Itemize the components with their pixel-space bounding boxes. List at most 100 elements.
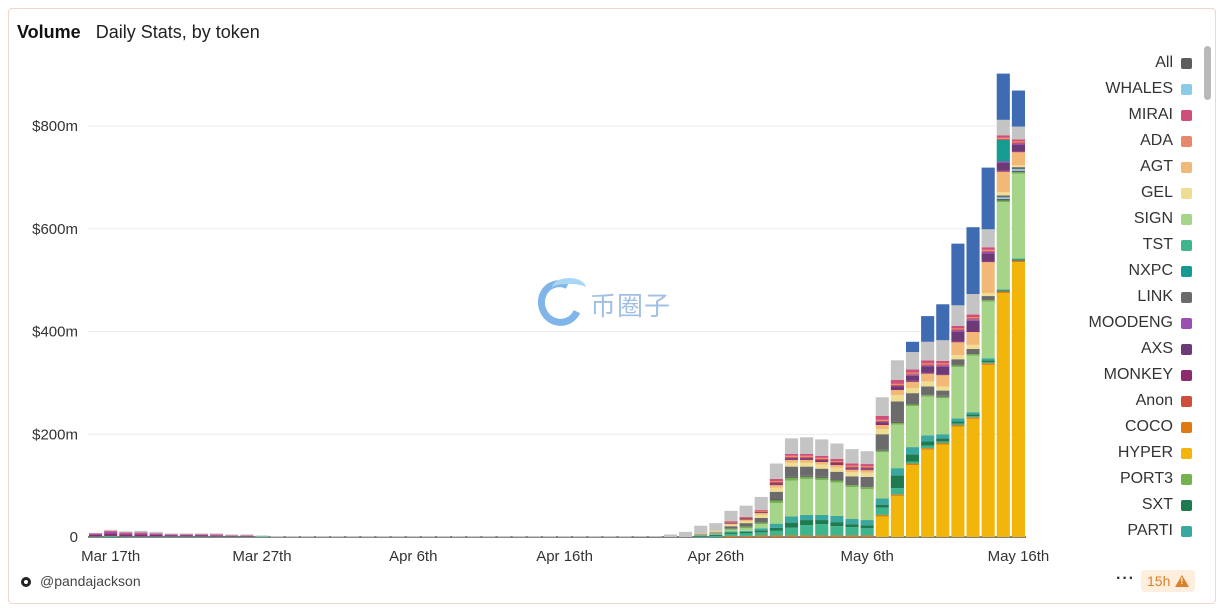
legend-label: MOODENG: [1088, 314, 1173, 331]
bar-segment-all: [996, 198, 1010, 201]
legend-scrollbar[interactable]: [1204, 46, 1211, 100]
bar-segment-link: [800, 466, 814, 476]
bar-segment-sign: [709, 533, 723, 535]
legend-item[interactable]: Anon: [1080, 388, 1192, 414]
bar-segment-other2: [1011, 90, 1025, 127]
bar-segment-ada: [951, 328, 965, 330]
bar-segment-ada: [800, 455, 814, 457]
chart-legend: All WHALES MIRAI ADA AGT GEL SIGN TST NXPC LINK MO…: [1080, 50, 1192, 544]
bar-segment-all: [815, 476, 829, 478]
bar-segment-mirai: [164, 534, 178, 536]
bar-segment-all: [724, 528, 738, 529]
bar-segment-parti: [890, 468, 904, 476]
legend-item[interactable]: MOODENG: [1080, 310, 1192, 336]
bar-segment-port3: [1011, 172, 1025, 174]
bar-segment-ada: [996, 137, 1010, 139]
bar-segment-mirai: [996, 135, 1010, 138]
bar-segment-other: [482, 536, 496, 538]
bar-segment-other: [996, 119, 1010, 136]
bar-segment-mirai: [966, 314, 980, 318]
bar-segment-tst: [255, 536, 269, 538]
bar-segment-other: [951, 305, 965, 326]
bar-segment-sxt: [951, 421, 965, 424]
bar-segment-link: [724, 526, 738, 529]
bar-segment-parti: [830, 515, 844, 523]
legend-item[interactable]: PORT3: [1080, 466, 1192, 492]
legend-swatch: [1181, 343, 1192, 355]
bar-segment-parti: [981, 358, 995, 361]
refresh-status-badge[interactable]: 15h: [1141, 570, 1196, 592]
bar-segment-other2: [996, 73, 1010, 120]
footer-author[interactable]: @pandajackson: [20, 573, 141, 589]
legend-item[interactable]: WHALES: [1080, 76, 1192, 102]
legend-label: SIGN: [1133, 210, 1173, 227]
bar-segment-moodeng: [179, 534, 193, 536]
legend-item[interactable]: MONKEY: [1080, 362, 1192, 388]
legend-item[interactable]: TST: [1080, 232, 1192, 258]
bar-segment-mirai: [89, 533, 103, 535]
legend-item[interactable]: SIGN: [1080, 206, 1192, 232]
legend-item[interactable]: SXT: [1080, 492, 1192, 518]
bar-segment-gel: [921, 381, 935, 387]
bar-segment-sxt: [754, 530, 768, 533]
legend-item[interactable]: ADA: [1080, 128, 1192, 154]
legend-item[interactable]: PARTI: [1080, 518, 1192, 544]
bar-segment-monkey: [800, 458, 814, 460]
bar-segment-other: [164, 533, 178, 535]
bar-segment-other: [921, 341, 935, 361]
bar-segment-moodeng: [890, 385, 904, 387]
bar-segment-ada: [966, 317, 980, 319]
legend-label: ADA: [1140, 132, 1173, 149]
bar-segment-monkey: [240, 535, 254, 537]
bar-segment-ada: [1011, 141, 1025, 143]
bar-segment-other: [376, 536, 390, 538]
bar-segment-ada: [724, 521, 738, 523]
bar-segment-other: [300, 536, 314, 538]
bar-segment-mirai: [1011, 139, 1025, 142]
bar-segment-other: [724, 510, 738, 522]
bar-segment-agt: [784, 459, 799, 463]
bar-segment-monkey: [739, 519, 753, 520]
legend-item[interactable]: MIRAI: [1080, 102, 1192, 128]
bar-segment-sign: [754, 524, 768, 529]
bar-segment-other: [663, 534, 678, 537]
bar-segment-tst: [800, 525, 814, 536]
legend-item[interactable]: NXPC: [1080, 258, 1192, 284]
legend-item[interactable]: AXS: [1080, 336, 1192, 362]
bar-segment-sxt: [921, 441, 935, 446]
bar-segment-other: [134, 530, 148, 533]
bar-segment-gel: [936, 386, 950, 391]
bar-segment-anon: [936, 364, 950, 366]
bar-segment-agt: [981, 262, 995, 293]
bar-segment-sign: [936, 398, 950, 435]
bar-segment-other: [391, 536, 405, 538]
bar-segment-port3: [905, 404, 920, 406]
bar-segment-other: [210, 533, 224, 535]
legend-item[interactable]: LINK: [1080, 284, 1192, 310]
bar-segment-all: [754, 522, 768, 523]
bar-segment-sign: [830, 482, 844, 516]
bar-segment-ada: [875, 419, 889, 421]
bar-segment-gel: [875, 429, 889, 435]
legend-swatch: [1181, 421, 1192, 433]
bar-segment-monkey: [134, 534, 148, 537]
bar-segment-axs: [875, 422, 889, 424]
bar-segment-axs: [769, 483, 783, 485]
legend-label: NXPC: [1128, 262, 1173, 279]
bar-segment-sign: [769, 503, 783, 524]
legend-label: LINK: [1137, 288, 1173, 305]
legend-item[interactable]: AGT: [1080, 154, 1192, 180]
legend-label: Anon: [1135, 392, 1173, 409]
chart-panel: [8, 8, 1216, 604]
legend-item[interactable]: GEL: [1080, 180, 1192, 206]
more-options-button[interactable]: ···: [1116, 570, 1135, 587]
bar-segment-tst: [921, 445, 935, 449]
legend-item[interactable]: All: [1080, 50, 1192, 76]
y-tick-label: 0: [70, 529, 78, 546]
bar-segment-anon: [800, 456, 814, 458]
bar-segment-anon: [875, 420, 889, 422]
bar-segment-moodeng: [936, 365, 950, 367]
legend-item[interactable]: HYPER: [1080, 440, 1192, 466]
bar-segment-axs: [784, 457, 799, 459]
legend-item[interactable]: COCO: [1080, 414, 1192, 440]
